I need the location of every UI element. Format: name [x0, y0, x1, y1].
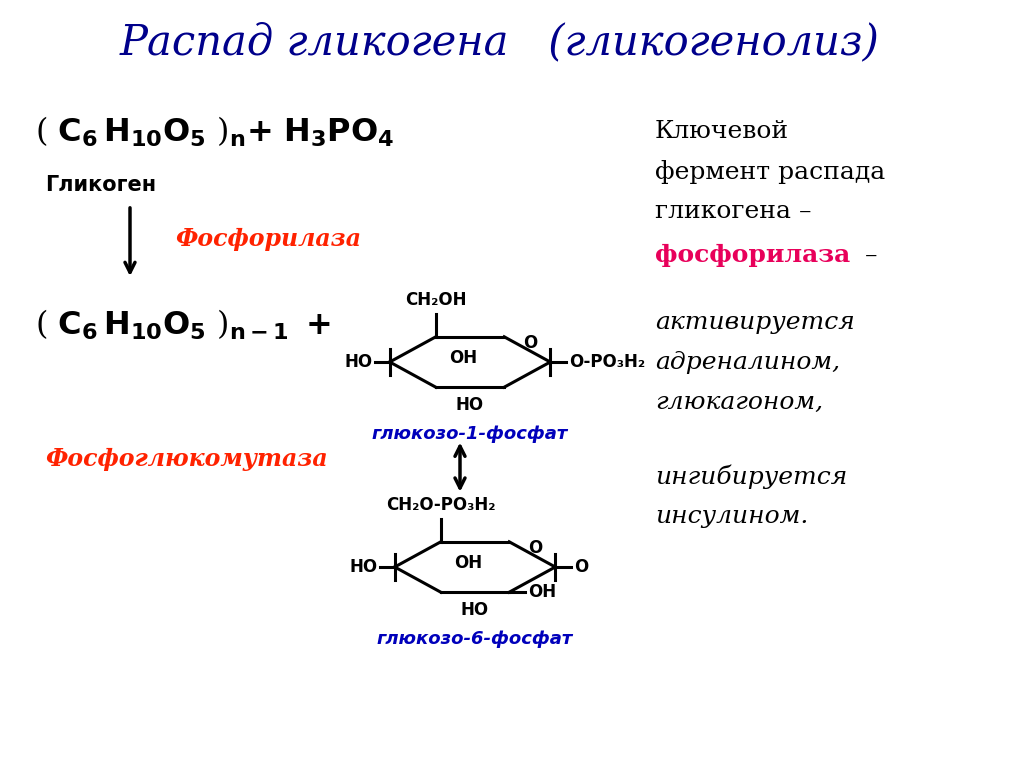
Text: Фосфорилаза: Фосфорилаза: [175, 227, 361, 251]
Text: Распад гликогена   (гликогенолиз): Распад гликогена (гликогенолиз): [120, 21, 880, 63]
Text: гликогена –: гликогена –: [655, 200, 811, 223]
Text: фермент распада: фермент распада: [655, 160, 886, 184]
Text: фосфорилаза: фосфорилаза: [655, 243, 850, 267]
Text: O: O: [528, 539, 543, 558]
Text: CH₂OH: CH₂OH: [406, 291, 467, 309]
Text: глюкозо-1-фосфат: глюкозо-1-фосфат: [372, 425, 568, 443]
Text: HO: HO: [461, 601, 489, 619]
Text: O-PO₃H₂: O-PO₃H₂: [569, 353, 645, 371]
Text: глюкагоном,: глюкагоном,: [655, 390, 823, 413]
Text: ингибируется: ингибируется: [655, 465, 847, 489]
Text: –: –: [865, 243, 878, 266]
Text: O: O: [523, 334, 538, 352]
Text: инсулином.: инсулином.: [655, 505, 808, 528]
Text: Гликоген: Гликоген: [45, 175, 156, 195]
Text: ( $\mathbf{C_6\,H_{10}O_5}$ )$_\mathbf{n}$$\mathbf{+\ H_3PO_4}$: ( $\mathbf{C_6\,H_{10}O_5}$ )$_\mathbf{n…: [35, 115, 394, 150]
Text: активируется: активируется: [655, 311, 855, 334]
Text: Ключевой: Ключевой: [655, 120, 790, 143]
Text: HO: HO: [344, 353, 373, 371]
Text: HO: HO: [456, 396, 484, 414]
Text: OH: OH: [528, 583, 556, 601]
Text: адреналином,: адреналином,: [655, 351, 840, 374]
Text: O: O: [574, 558, 588, 576]
Text: HO: HO: [349, 558, 378, 576]
Text: CH₂O-PO₃H₂: CH₂O-PO₃H₂: [386, 496, 496, 515]
Text: OH: OH: [454, 555, 482, 572]
Text: OH: OH: [449, 350, 477, 367]
Text: ( $\mathbf{C_6\,H_{10}O_5}$ )$_\mathbf{n-1}$$\mathbf{\ +}$: ( $\mathbf{C_6\,H_{10}O_5}$ )$_\mathbf{n…: [35, 308, 331, 342]
Text: Фосфоглюкомутаза: Фосфоглюкомутаза: [45, 447, 328, 471]
Text: глюкозо-6-фосфат: глюкозо-6-фосфат: [377, 630, 573, 647]
